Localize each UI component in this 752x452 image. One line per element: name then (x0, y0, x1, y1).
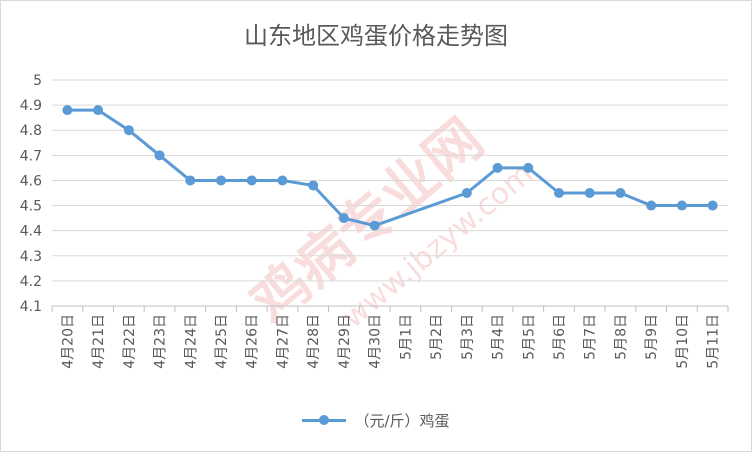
data-point-3 (154, 150, 165, 161)
data-point-15 (523, 162, 534, 173)
y-tick-label-9: 4.1 (20, 299, 42, 315)
x-tick-label-1: 4月21日 (91, 314, 107, 369)
x-tick-label-12: 5月2日 (429, 314, 445, 360)
x-tick-label-8: 4月28日 (306, 314, 322, 369)
x-tick-label-2: 4月22日 (122, 314, 138, 369)
data-point-14 (492, 162, 503, 173)
data-point-9 (338, 213, 349, 224)
data-point-17 (584, 188, 595, 198)
data-point-0 (62, 105, 73, 116)
x-tick-label-16: 5月6日 (552, 314, 568, 360)
data-point-2 (123, 125, 134, 136)
data-point-20 (676, 200, 687, 211)
data-point-6 (246, 175, 257, 186)
y-tick-label-4: 4.6 (20, 173, 42, 189)
y-tick-label-0: 5 (33, 73, 42, 89)
x-tick-label-10: 4月30日 (368, 314, 384, 369)
y-tick-label-3: 4.7 (20, 148, 42, 164)
series-line-0 (67, 108, 713, 228)
x-tick-label-6: 4月26日 (245, 314, 261, 369)
legend-dot (319, 415, 330, 425)
data-point-5 (216, 175, 226, 186)
data-point-16 (554, 188, 564, 198)
x-tick-label-5: 4月25日 (214, 314, 230, 369)
x-tick-label-14: 5月4日 (491, 314, 507, 360)
x-tick-label-19: 5月9日 (644, 314, 660, 360)
data-point-8 (308, 180, 319, 191)
data-point-10 (369, 220, 380, 231)
chart-title: 山东地区鸡蛋价格走势图 (244, 22, 508, 50)
x-tick-label-21: 5月11日 (706, 314, 722, 369)
x-tick-label-20: 5月10日 (675, 314, 691, 369)
data-point-1 (93, 105, 104, 116)
legend: （元/斤）鸡蛋 (0, 408, 752, 432)
y-tick-label-8: 4.2 (20, 274, 42, 290)
legend-marker (302, 413, 347, 427)
x-tick-label-13: 5月3日 (460, 314, 476, 360)
x-tick-label-9: 4月29日 (337, 314, 353, 369)
x-tick-label-7: 4月27日 (275, 314, 291, 369)
x-tick-label-17: 5月7日 (583, 314, 599, 360)
data-point-21 (707, 200, 718, 211)
x-tick-label-18: 5月8日 (613, 314, 629, 360)
data-point-19 (646, 200, 657, 211)
legend-label: （元/斤）鸡蛋 (354, 411, 450, 430)
y-tick-label-1: 4.9 (20, 98, 42, 114)
x-tick-label-3: 4月23日 (153, 314, 169, 369)
x-tick-label-0: 4月20日 (60, 314, 76, 369)
x-tick-label-15: 5月5日 (521, 314, 537, 360)
data-point-7 (277, 175, 288, 186)
x-tick-label-11: 5月1日 (398, 314, 414, 360)
y-tick-label-5: 4.5 (20, 199, 42, 215)
y-tick-label-7: 4.3 (20, 249, 42, 265)
x-tick-label-4: 4月24日 (183, 314, 199, 369)
y-tick-label-6: 4.4 (20, 224, 42, 240)
y-tick-label-2: 4.8 (20, 123, 42, 139)
data-point-18 (615, 188, 626, 198)
data-point-13 (461, 188, 472, 198)
data-point-4 (185, 175, 196, 186)
